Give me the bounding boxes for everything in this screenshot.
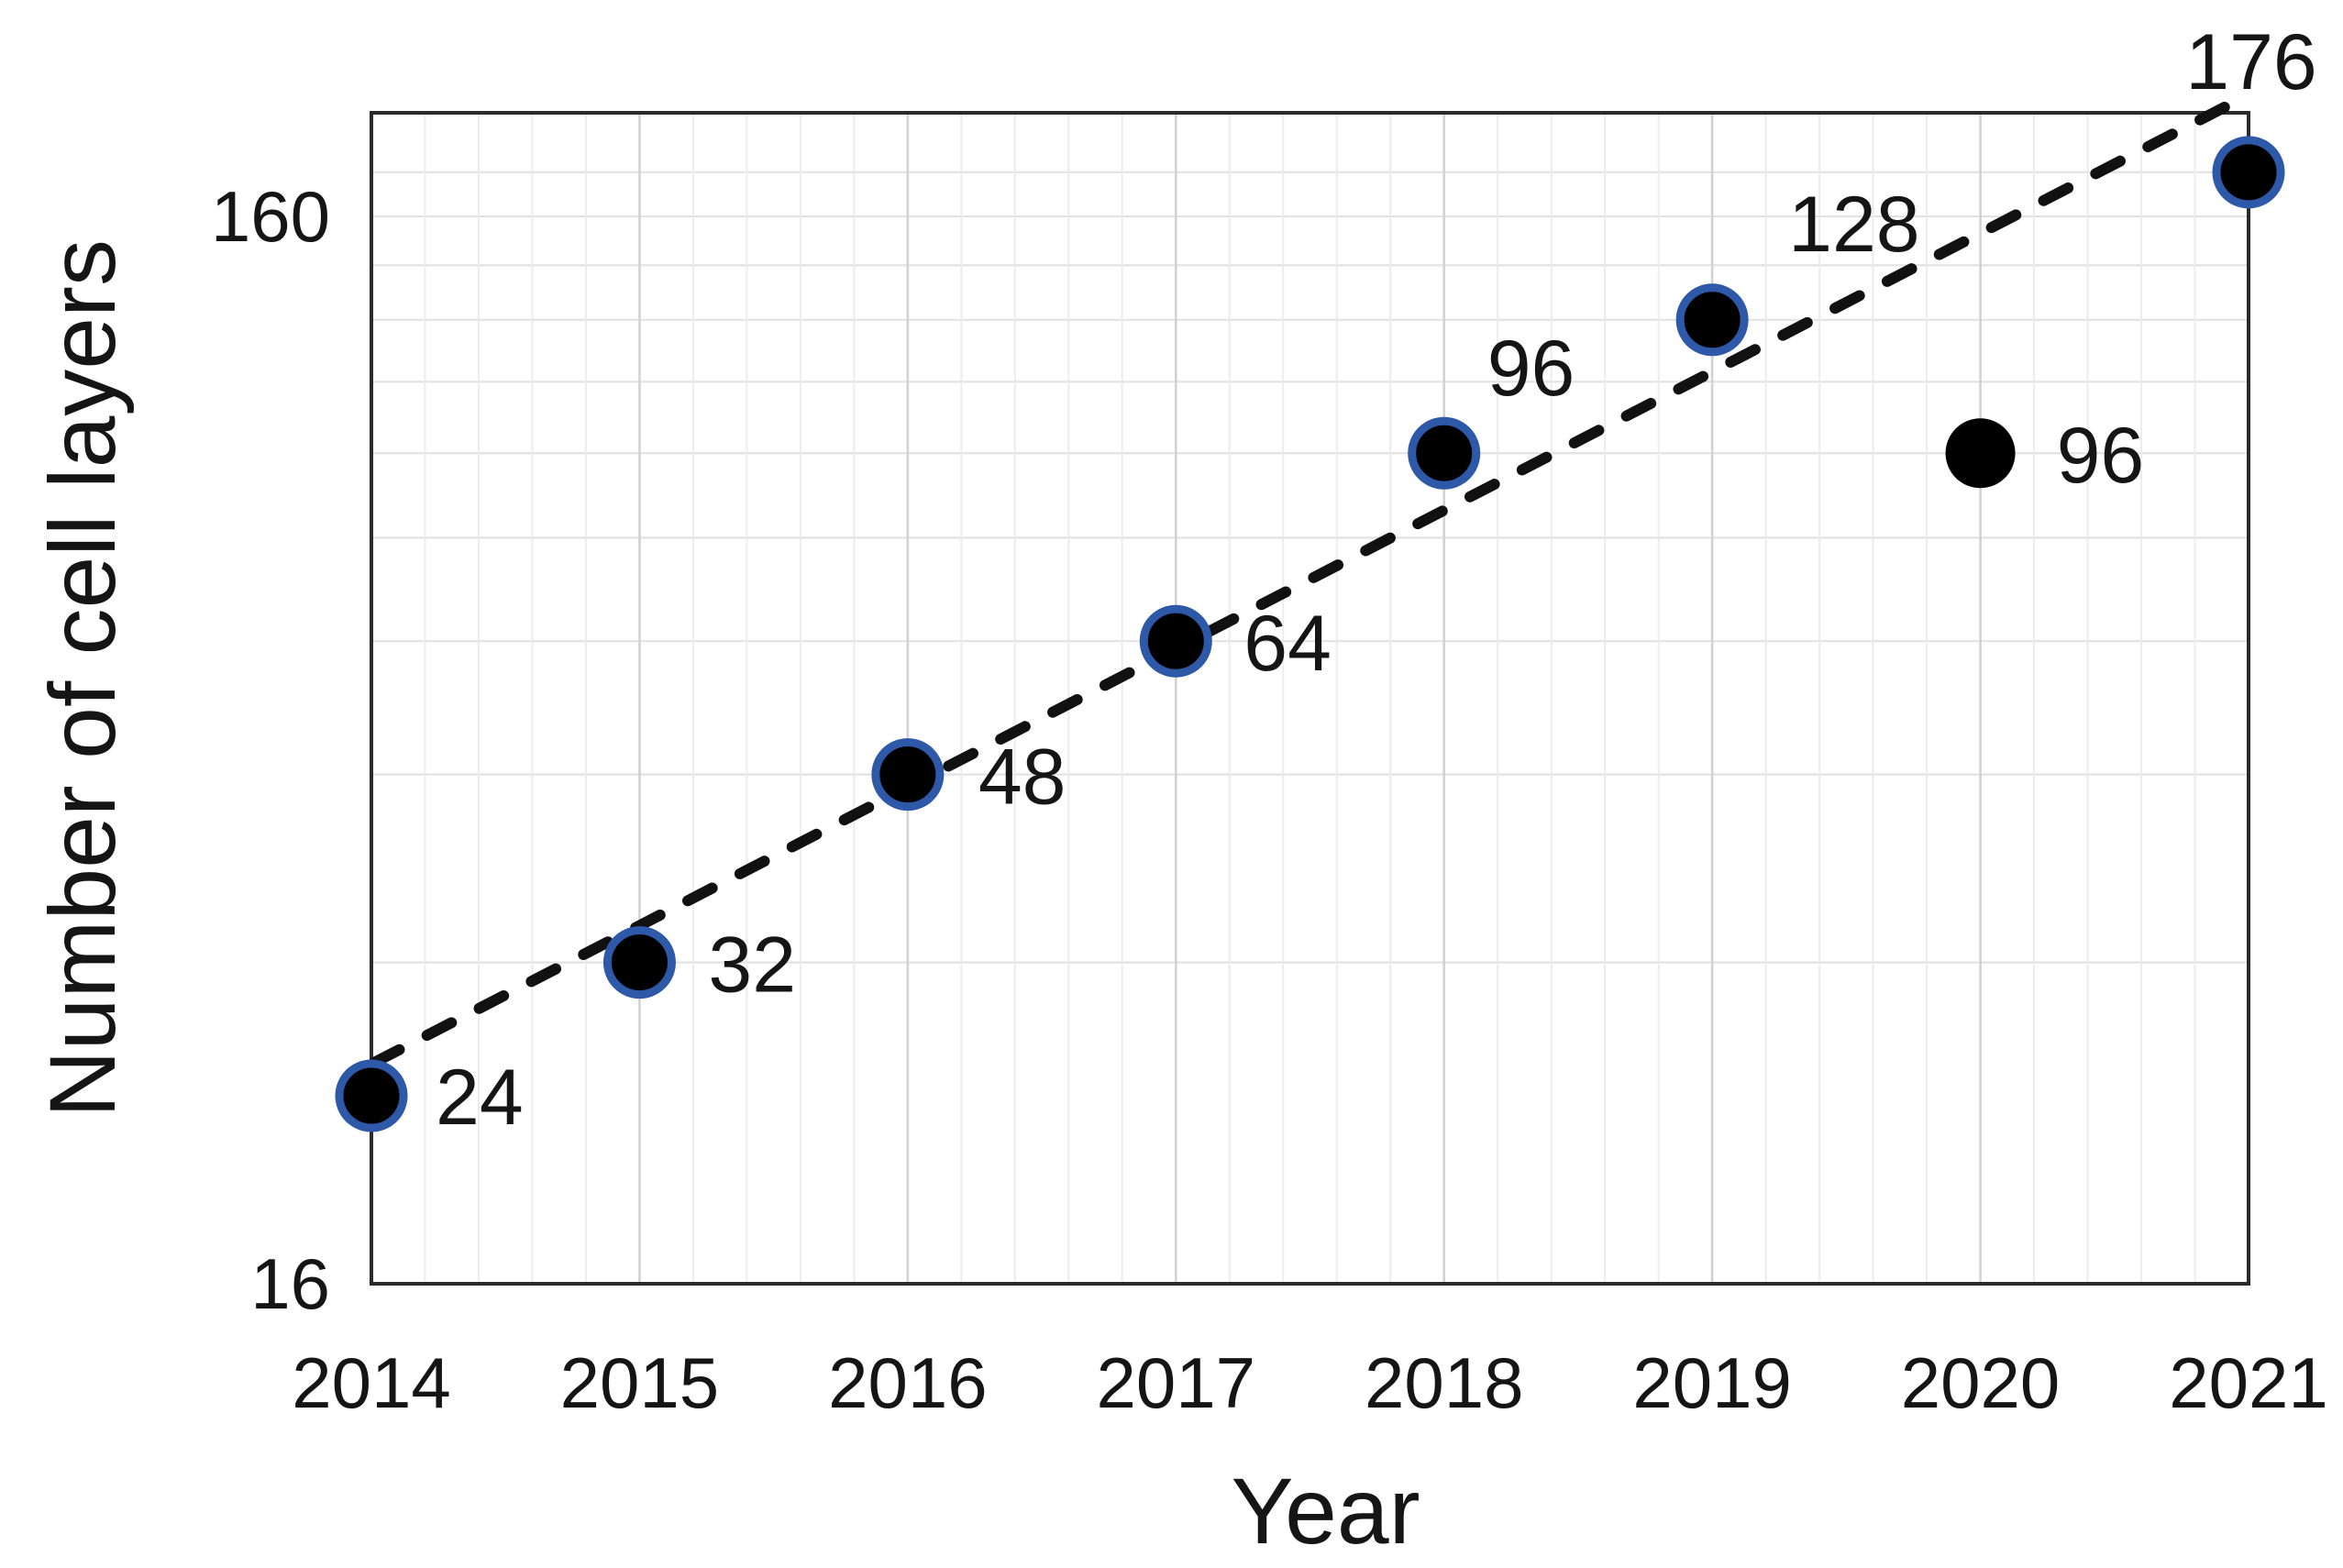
point-label-2020: 96: [2057, 412, 2145, 500]
x-tick-label-2017: 2017: [1097, 1342, 1256, 1423]
x-tick-label-2021: 2021: [2169, 1342, 2328, 1423]
x-tick-label-2015: 2015: [560, 1342, 720, 1423]
point-label-2016: 48: [978, 734, 1067, 822]
x-tick-label-2019: 2019: [1632, 1342, 1792, 1423]
y-axis-title: Number of cell layers: [30, 239, 135, 1118]
point-label-2021: 176: [2185, 18, 2317, 106]
x-axis-title: Year: [1231, 1459, 1420, 1563]
x-tick-label-2020: 2020: [1901, 1342, 2061, 1423]
data-point-2019: [1675, 283, 1749, 357]
data-point-2016: [871, 738, 945, 812]
point-label-2018: 96: [1487, 325, 1575, 413]
plot-border: [370, 111, 2250, 1286]
point-label-2014: 24: [436, 1054, 524, 1142]
data-point-2017: [1139, 604, 1212, 678]
y-tick-label-160: 160: [211, 176, 330, 257]
data-point-2015: [602, 926, 676, 999]
x-tick-label-2016: 2016: [828, 1342, 988, 1423]
trendline-dashed: [369, 89, 2254, 1068]
point-label-2017: 64: [1243, 600, 1332, 688]
x-tick-label-2014: 2014: [292, 1342, 451, 1423]
x-tick-label-2018: 2018: [1365, 1342, 1524, 1423]
data-point-2021: [2212, 136, 2285, 209]
data-point-2020: [1945, 418, 2016, 489]
data-point-2014: [335, 1059, 408, 1132]
data-point-2018: [1408, 416, 1481, 490]
point-label-2015: 32: [708, 922, 796, 1010]
point-label-2019: 128: [1788, 181, 1920, 269]
y-tick-label-16: 16: [250, 1243, 330, 1324]
